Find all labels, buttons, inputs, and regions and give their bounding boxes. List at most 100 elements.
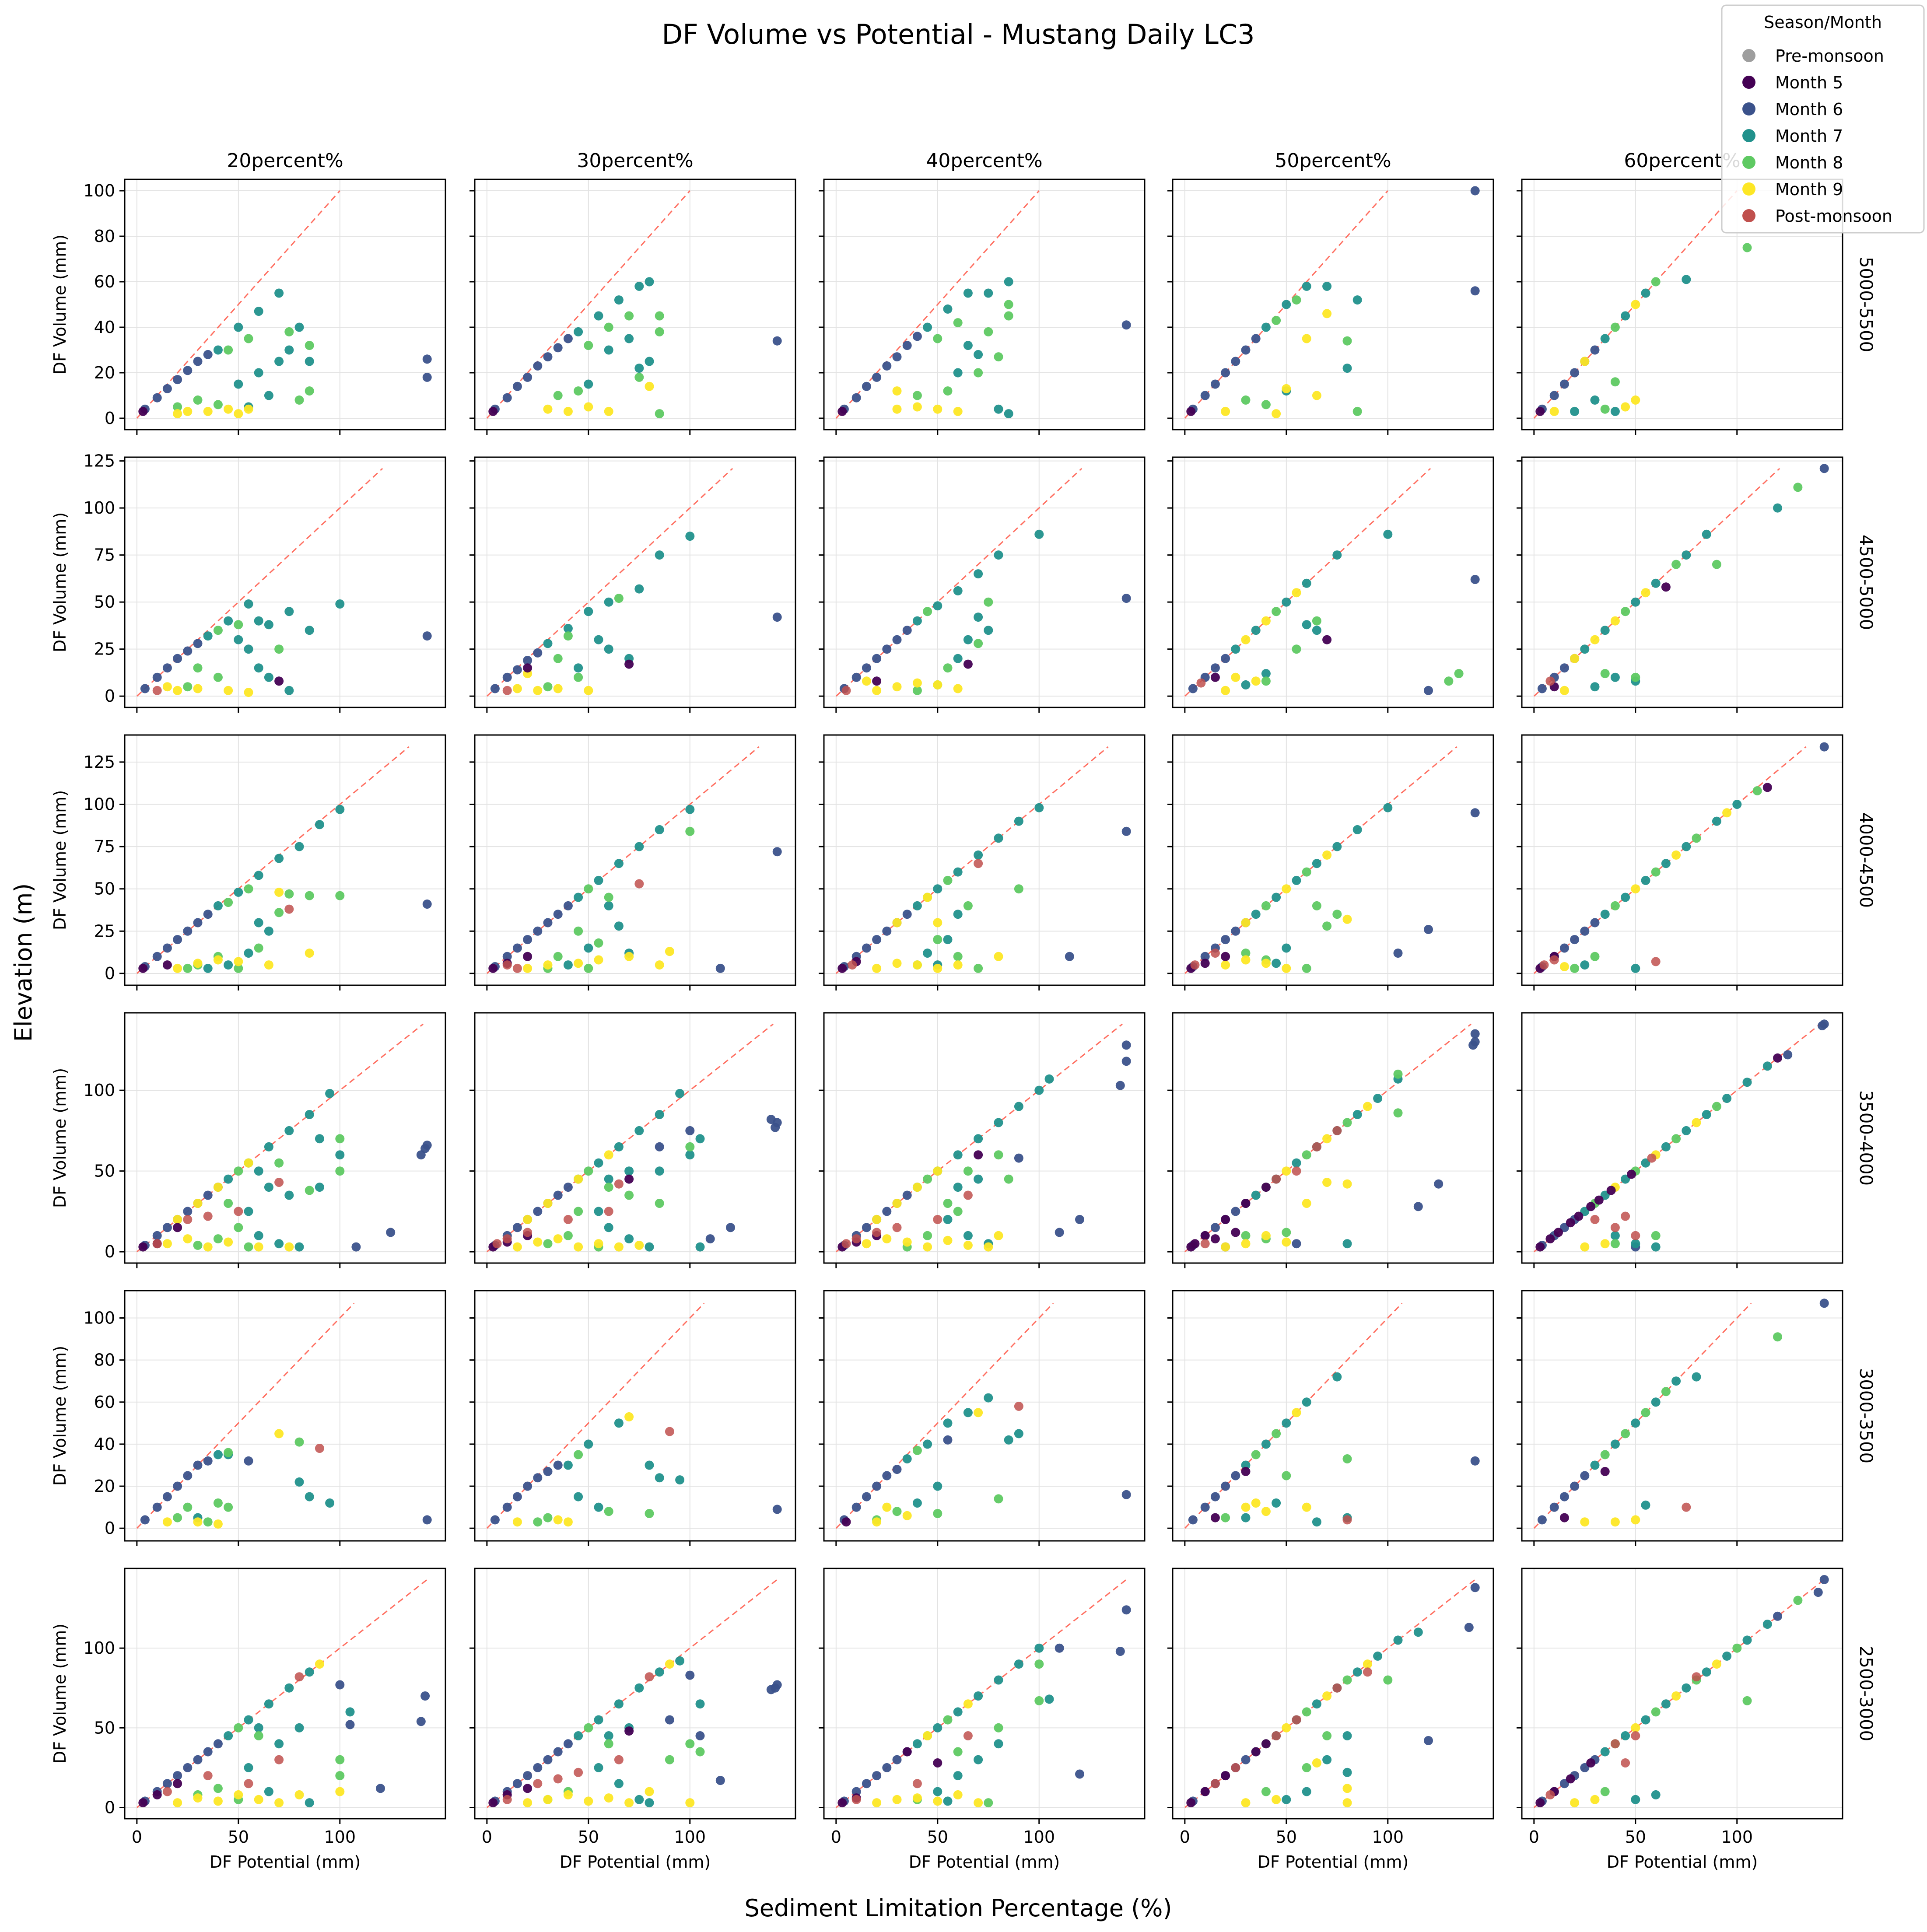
y-tick-label: 60 <box>94 272 115 291</box>
data-point <box>1055 1643 1064 1653</box>
data-point <box>1813 1588 1823 1597</box>
data-point <box>1282 1795 1291 1804</box>
x-tick-label: 0 <box>132 1827 142 1847</box>
data-point <box>1549 1502 1559 1512</box>
data-point <box>1231 672 1240 682</box>
y-tick-label: 0 <box>105 1242 115 1261</box>
data-point <box>1559 686 1569 695</box>
data-point <box>1282 1418 1291 1428</box>
reference-line-1to1 <box>136 1302 355 1529</box>
data-point <box>1261 616 1271 626</box>
data-point <box>1545 1790 1555 1799</box>
data-point <box>1322 309 1332 318</box>
data-point <box>1302 1150 1311 1160</box>
data-point <box>1590 952 1600 961</box>
data-point <box>1424 686 1433 695</box>
data-point <box>933 918 942 928</box>
data-point <box>1590 635 1600 644</box>
data-point <box>574 386 583 396</box>
data-point <box>254 1723 263 1732</box>
data-point <box>974 1174 983 1184</box>
data-point <box>953 867 963 877</box>
data-point <box>1231 357 1240 366</box>
data-point <box>984 1798 993 1808</box>
data-point <box>1363 1102 1372 1111</box>
panel-r3-c1 <box>469 1012 796 1268</box>
data-point <box>1559 943 1569 953</box>
data-point <box>305 341 314 350</box>
data-point <box>624 1234 634 1244</box>
data-point <box>1210 1492 1220 1502</box>
data-point <box>953 1771 963 1781</box>
data-point <box>1115 1081 1125 1090</box>
data-point <box>1631 672 1640 682</box>
data-point <box>862 663 871 673</box>
data-point <box>244 884 253 894</box>
data-point <box>138 1798 148 1808</box>
data-point <box>351 1242 361 1252</box>
data-point <box>315 1183 324 1192</box>
data-point <box>715 963 725 973</box>
data-point <box>892 1795 902 1804</box>
data-point <box>841 1239 851 1249</box>
y-tick-label: 50 <box>94 1718 115 1737</box>
data-point <box>594 1158 603 1168</box>
data-point <box>563 631 573 641</box>
data-point <box>1241 395 1251 405</box>
y-tick-label: 80 <box>94 1351 115 1370</box>
data-point <box>1241 1502 1251 1512</box>
data-point <box>1034 803 1044 812</box>
data-point <box>173 935 182 945</box>
data-point <box>1712 560 1721 569</box>
data-point <box>943 663 953 673</box>
panel-frame <box>1172 178 1494 430</box>
data-point <box>1342 1675 1352 1685</box>
data-point <box>584 1723 593 1732</box>
data-point <box>624 1174 634 1184</box>
reference-line-1to1 <box>136 190 340 419</box>
data-point <box>1559 663 1569 673</box>
data-point <box>872 963 882 973</box>
data-point <box>1352 295 1362 305</box>
data-point <box>234 620 243 630</box>
data-point <box>254 1166 263 1176</box>
panel-frame <box>1521 1568 1843 1820</box>
data-point <box>1712 816 1721 826</box>
panel-r2-c2 <box>819 734 1146 990</box>
panel-frame <box>1172 456 1494 708</box>
data-point <box>244 1456 253 1466</box>
data-point <box>420 1691 430 1701</box>
legend-frame <box>1721 4 1925 234</box>
data-point <box>1752 786 1762 795</box>
data-point <box>213 1796 223 1806</box>
data-point <box>173 1779 182 1788</box>
data-point <box>974 612 983 622</box>
data-point <box>1373 1094 1383 1103</box>
data-point <box>305 891 314 900</box>
data-point <box>1312 616 1321 626</box>
data-point <box>1210 1779 1220 1788</box>
data-point <box>1454 669 1464 679</box>
data-point <box>1793 483 1803 492</box>
data-point <box>994 1723 1003 1732</box>
data-point <box>335 1134 345 1144</box>
column-title: 40percent% <box>926 150 1042 172</box>
data-point <box>634 364 644 373</box>
panel-background <box>125 179 445 430</box>
data-point <box>1621 607 1630 616</box>
y-tick-label: 100 <box>83 498 115 518</box>
x-axis-label: DF Potential (mm) <box>210 1852 361 1872</box>
data-point <box>294 1242 304 1252</box>
data-point <box>244 948 253 958</box>
data-point <box>1545 1234 1555 1244</box>
data-point <box>1383 529 1393 539</box>
panel-frame <box>1521 456 1843 708</box>
panel-r5-c4: 0 50 100 DF Potential (mm) 2500-3000 <box>1517 1568 1876 1872</box>
data-point <box>1231 926 1240 936</box>
data-point <box>1539 960 1549 970</box>
data-point <box>604 1150 613 1160</box>
data-point <box>1196 678 1206 688</box>
data-point <box>655 960 664 970</box>
data-point <box>862 1223 871 1232</box>
panel-frame <box>1172 1568 1494 1820</box>
